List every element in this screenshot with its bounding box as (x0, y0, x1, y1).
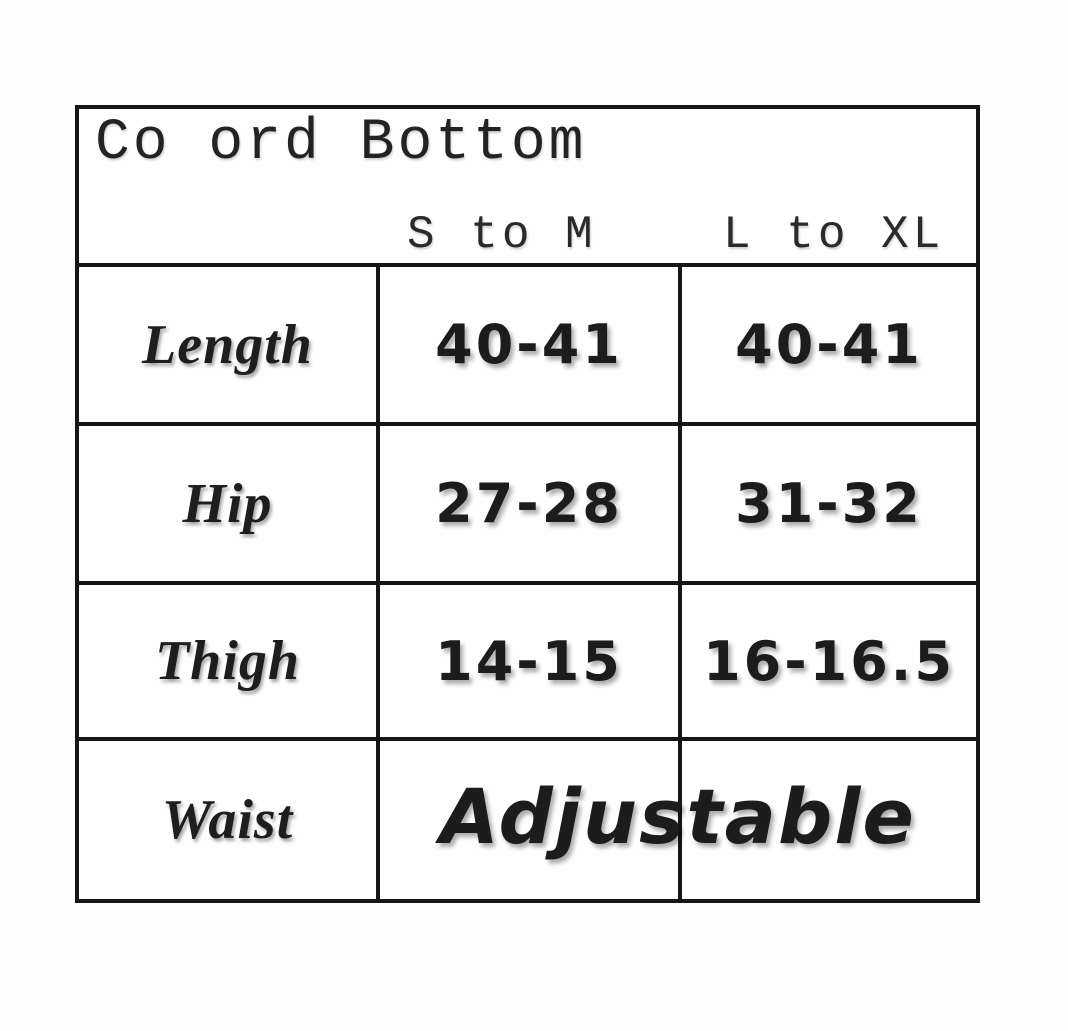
table-header: Co ord Bottom S to M L to XL (79, 109, 976, 267)
row-label-hip: Hip (182, 472, 273, 535)
table-row-length-label-cell: Length (79, 267, 380, 426)
table-row-waist-label-cell: Waist (79, 741, 380, 899)
value-thigh-l-to-xl: 16-16.5 (703, 629, 955, 693)
value-length-l-to-xl: 40-41 (735, 313, 923, 376)
table-cell-waist-merged: Adjustable (380, 741, 976, 899)
row-label-length: Length (142, 313, 313, 376)
value-waist-adjustable: Adjustable (440, 771, 916, 861)
row-label-thigh: Thigh (154, 630, 301, 692)
table-cell-hip-l-to-xl: 31-32 (682, 426, 976, 585)
table-cell-hip-s-to-m: 27-28 (380, 426, 682, 585)
value-length-s-to-m: 40-41 (435, 313, 623, 376)
column-divider-line (678, 741, 682, 899)
value-hip-l-to-xl: 31-32 (735, 472, 923, 535)
table-row-thigh-label-cell: Thigh (79, 585, 380, 741)
value-hip-s-to-m: 27-28 (435, 472, 623, 535)
table-cell-length-l-to-xl: 40-41 (682, 267, 976, 426)
value-thigh-s-to-m: 14-15 (435, 629, 623, 693)
column-header-s-to-m: S to M (407, 209, 597, 261)
row-label-waist: Waist (161, 789, 294, 851)
table-cell-thigh-l-to-xl: 16-16.5 (682, 585, 976, 741)
page-title: Co ord Bottom (95, 111, 587, 176)
table-cell-length-s-to-m: 40-41 (380, 267, 682, 426)
table-cell-thigh-s-to-m: 14-15 (380, 585, 682, 741)
table-row-hip-label-cell: Hip (79, 426, 380, 585)
column-header-l-to-xl: L to XL (723, 209, 945, 261)
size-chart-table: Co ord Bottom S to M L to XL Length 40-4… (75, 105, 980, 903)
